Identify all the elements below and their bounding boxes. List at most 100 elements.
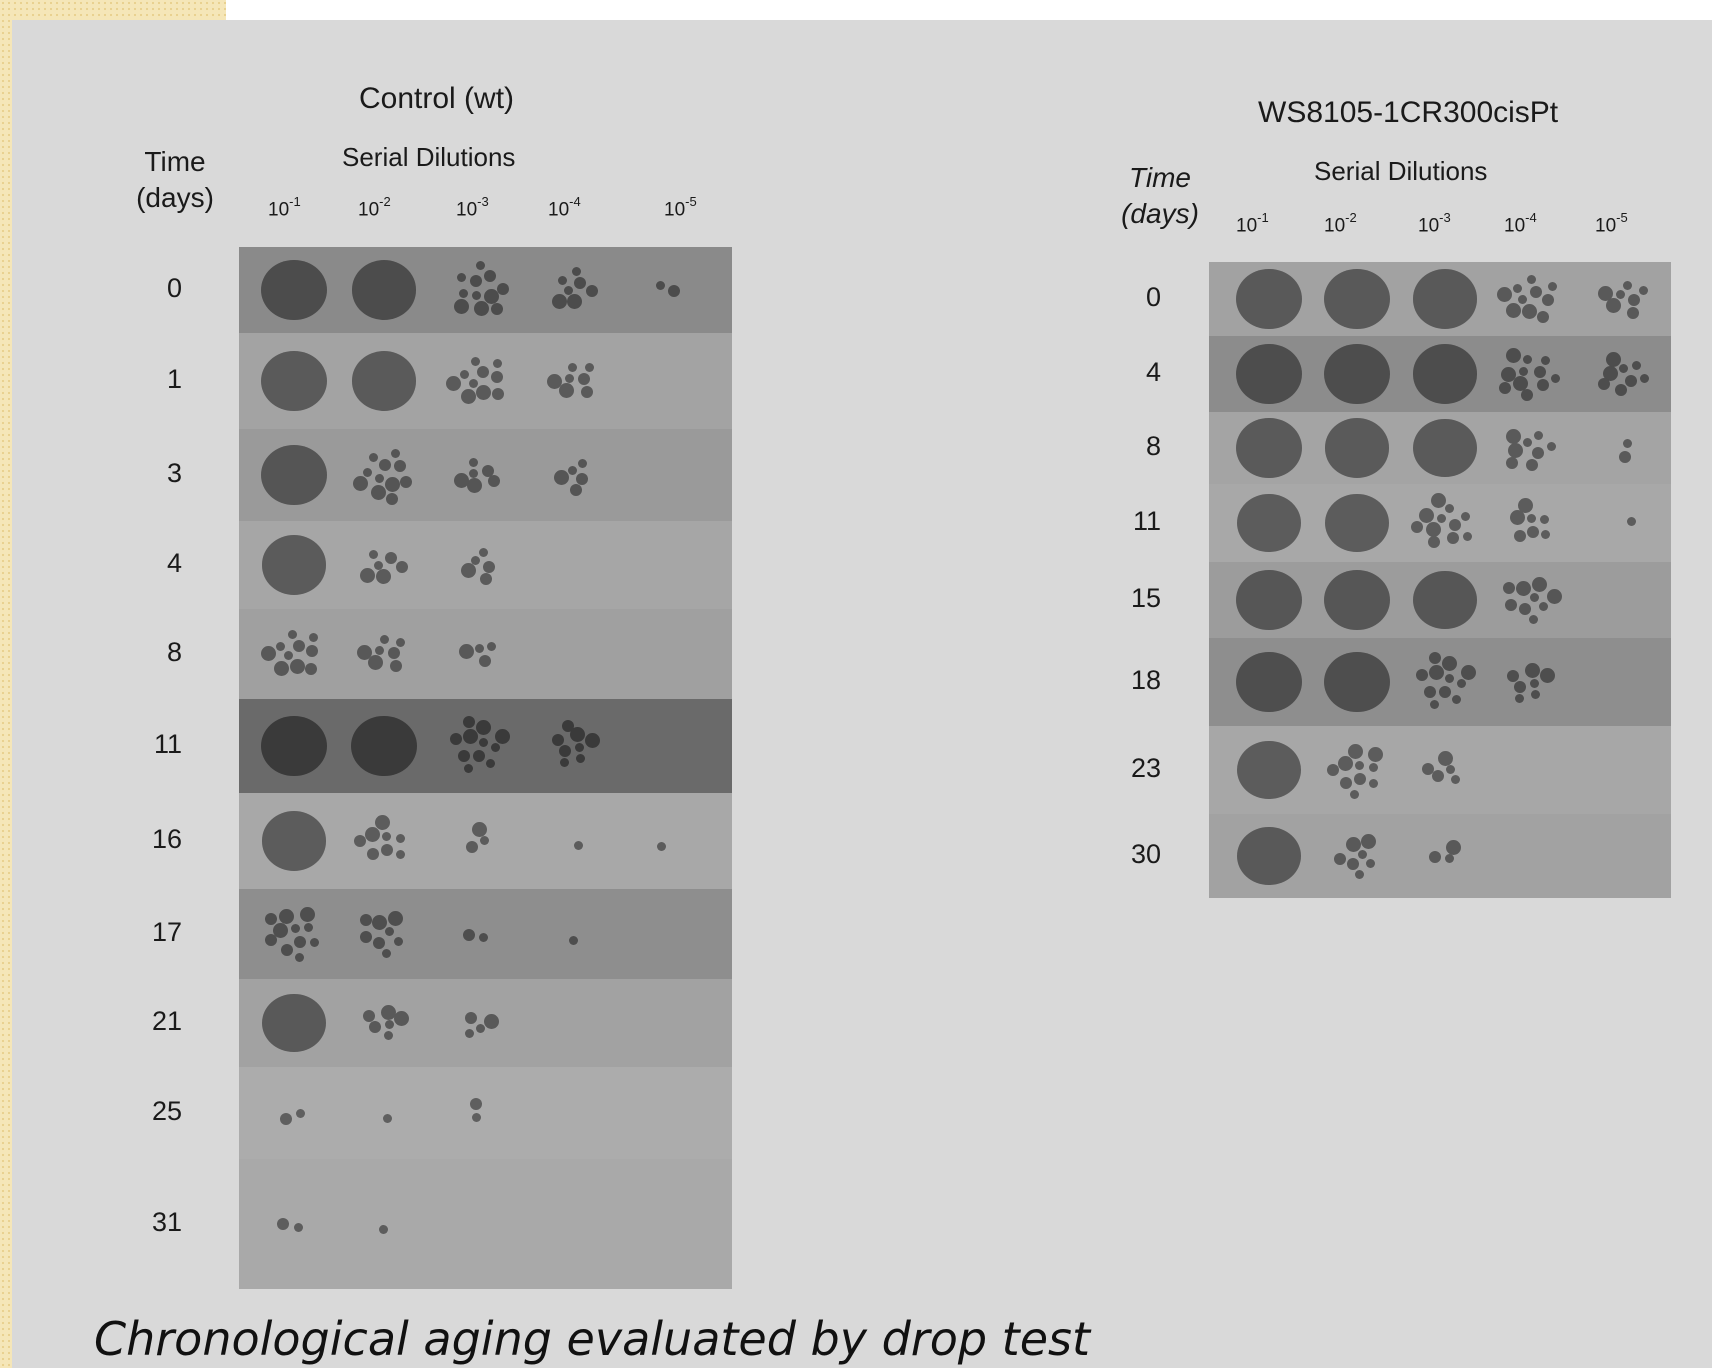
- mutant-colony-spot: [1631, 360, 1641, 370]
- control-colony-spot: [369, 1020, 382, 1033]
- mutant-colony-spot: [1445, 854, 1455, 864]
- control-colony-spot: [468, 458, 478, 468]
- control-colony-spot: [386, 493, 399, 506]
- mutant-colony-spot: [1430, 699, 1440, 709]
- mutant-colony-spot: [1513, 376, 1529, 392]
- mutant-colony-spot: [1597, 286, 1613, 302]
- control-day-label: 16: [151, 824, 182, 854]
- dilution-base: 10: [1236, 215, 1258, 237]
- mutant-colony-spot: [1349, 789, 1359, 799]
- mutant-colony-spot: [1327, 763, 1340, 776]
- control-colony-spot: [384, 1020, 394, 1030]
- mutant-colony-spot: [1324, 569, 1390, 631]
- control-colony-spot: [576, 754, 586, 764]
- control-colony-spot: [569, 936, 579, 946]
- control-colony-spot: [280, 1113, 293, 1126]
- control-colony-spot: [450, 733, 463, 746]
- mutant-colony-spot: [1430, 493, 1446, 509]
- mutant-colony-spot: [1518, 498, 1534, 514]
- control-colony-spot: [466, 841, 479, 854]
- mutant-colony-spot: [1339, 777, 1352, 790]
- mutant-colony-spot: [1500, 366, 1516, 382]
- mutant-colony-spot: [1499, 381, 1512, 394]
- control-time-label-line2: (days): [136, 182, 214, 213]
- mutant-day-label: 8: [1145, 431, 1161, 461]
- control-colony-spot: [558, 382, 574, 398]
- control-colony-spot: [360, 567, 376, 583]
- control-colony-spot: [668, 285, 681, 298]
- control-colony-spot: [562, 720, 575, 733]
- control-colony-spot: [388, 911, 404, 927]
- control-plate-row: [239, 889, 732, 979]
- mutant-day-label: 4: [1145, 357, 1161, 387]
- mutant-colony-spot: [1598, 377, 1611, 390]
- control-colony-spot: [462, 929, 475, 942]
- mutant-colony-spot: [1418, 508, 1434, 524]
- mutant-colony-spot: [1529, 592, 1539, 602]
- mutant-dilution-5: 10-5: [1595, 210, 1628, 237]
- dilution-base: 10: [1504, 215, 1526, 237]
- figure-caption: Chronological aging evaluated by drop te…: [94, 1312, 1091, 1366]
- control-day-label: 17: [151, 917, 182, 947]
- control-colony-spot: [481, 464, 494, 477]
- mutant-colony-spot: [1513, 530, 1526, 543]
- control-colony-spot: [265, 913, 278, 926]
- mutant-plate-row: [1209, 562, 1671, 638]
- control-plate-row: [239, 333, 732, 429]
- mutant-colony-spot: [1540, 355, 1550, 365]
- control-time-label: Time (days): [120, 144, 230, 216]
- control-colony-spot: [478, 547, 488, 557]
- mutant-colony-spot: [1615, 290, 1625, 300]
- mutant-colony-spot: [1441, 656, 1457, 672]
- mutant-colony-spot: [1539, 514, 1549, 524]
- mutant-colony-spot: [1429, 652, 1442, 664]
- figure-panel: Control (wt) Time (days) Serial Dilution…: [12, 20, 1712, 1368]
- mutant-colony-spot: [1546, 442, 1556, 452]
- mutant-colony-spot: [1536, 310, 1549, 323]
- control-colony-spot: [464, 763, 474, 773]
- control-colony-spot: [577, 459, 587, 469]
- dilution-base: 10: [358, 199, 380, 221]
- control-colony-spot: [491, 303, 504, 316]
- dilution-base: 10: [1595, 215, 1617, 237]
- mutant-colony-spot: [1461, 511, 1471, 521]
- control-colony-spot: [475, 644, 484, 654]
- mutant-colony-spot: [1551, 373, 1561, 383]
- control-colony-spot: [496, 282, 509, 295]
- control-colony-spot: [487, 642, 497, 652]
- control-colony-spot: [400, 476, 413, 489]
- control-colony-spot: [395, 561, 408, 574]
- mutant-colony-spot: [1412, 344, 1478, 404]
- mutant-colony-spot: [1622, 280, 1632, 290]
- control-colony-spot: [306, 645, 319, 658]
- control-colony-spot: [480, 572, 493, 585]
- dilution-base: 10: [456, 199, 478, 221]
- mutant-colony-spot: [1603, 365, 1619, 381]
- control-plate-row: [239, 979, 732, 1067]
- mutant-colony-spot: [1619, 364, 1629, 374]
- mutant-time-label-line2: (days): [1121, 198, 1199, 229]
- control-dilution-2: 10-2: [358, 194, 391, 221]
- mutant-colony-spot: [1519, 603, 1532, 616]
- mutant-colony-spot: [1337, 755, 1353, 771]
- mutant-colony-spot: [1541, 293, 1554, 306]
- control-colony-spot: [490, 743, 500, 753]
- control-colony-spot: [464, 1012, 477, 1025]
- control-colony-spot: [570, 727, 586, 743]
- mutant-colony-spot: [1522, 438, 1532, 448]
- mutant-colony-spot: [1627, 306, 1640, 319]
- mutant-dilution-3: 10-3: [1418, 210, 1451, 237]
- control-colony-spot: [567, 294, 583, 310]
- mutant-plate-row: [1209, 484, 1671, 562]
- mutant-colony-spot: [1360, 834, 1376, 850]
- mutant-colony-spot: [1522, 354, 1532, 364]
- mutant-colony-spot: [1529, 615, 1539, 625]
- dilution-exponent: -4: [1525, 210, 1537, 225]
- control-colony-spot: [567, 465, 577, 475]
- control-colony-spot: [573, 841, 583, 851]
- mutant-colony-spot: [1525, 663, 1541, 679]
- mutant-colony-spot: [1521, 389, 1534, 402]
- control-colony-spot: [453, 472, 469, 488]
- mutant-colony-spot: [1505, 303, 1521, 319]
- control-colony-spot: [371, 485, 387, 501]
